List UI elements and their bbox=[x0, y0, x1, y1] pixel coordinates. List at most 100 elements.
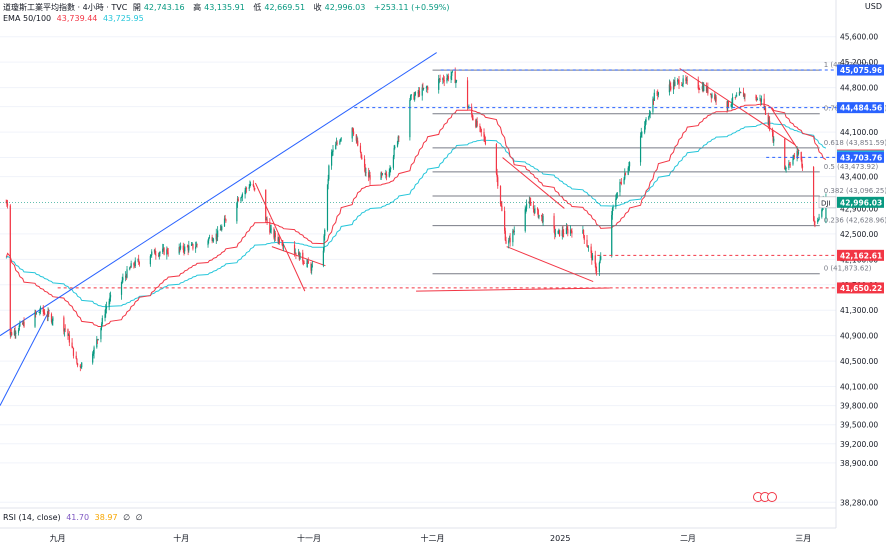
candle-body bbox=[253, 185, 255, 189]
candle-body bbox=[125, 275, 127, 278]
candle-body bbox=[120, 282, 123, 295]
candle-body bbox=[42, 307, 44, 312]
candle-body bbox=[67, 329, 69, 336]
symbol-legend[interactable]: 道瓊斯工業平均指數 · 4小時 · TVC 開 42,743.16 高 43,135… bbox=[3, 3, 450, 12]
candle-body bbox=[739, 91, 741, 93]
candle-body bbox=[455, 80, 458, 82]
economic-event-icon bbox=[767, 492, 777, 502]
candle-body bbox=[245, 188, 248, 189]
candle-body bbox=[154, 249, 156, 255]
candle-body bbox=[184, 246, 186, 252]
candle-body bbox=[236, 203, 238, 222]
candle-body bbox=[244, 190, 246, 194]
candle-body bbox=[657, 92, 660, 95]
candle-body bbox=[76, 363, 79, 366]
candle-body bbox=[562, 230, 564, 234]
candle-body bbox=[133, 263, 135, 266]
candle-body bbox=[150, 255, 152, 257]
candle-body bbox=[138, 262, 140, 265]
price-tag-bg bbox=[837, 64, 884, 76]
candle-body bbox=[211, 237, 213, 241]
candle-body bbox=[63, 328, 66, 332]
candle-body bbox=[133, 265, 136, 267]
candle-body bbox=[479, 125, 481, 128]
candle-body bbox=[281, 242, 283, 245]
price-tag-bg bbox=[837, 249, 884, 261]
candle-body bbox=[788, 163, 790, 169]
candle-body bbox=[71, 342, 73, 348]
candle-body bbox=[355, 134, 357, 141]
candle-body bbox=[681, 85, 683, 87]
change-value: +253.11 (+0.59%) bbox=[373, 3, 450, 12]
candle-body bbox=[23, 321, 25, 327]
ema-legend[interactable]: EMA 50/100 43,739.44 43,725.95 bbox=[3, 14, 147, 23]
candle-body bbox=[93, 347, 95, 354]
candle-body bbox=[427, 87, 429, 90]
candle-body bbox=[760, 98, 762, 102]
price-tick-label: 44,800.00 bbox=[840, 84, 878, 93]
candle-body bbox=[554, 233, 557, 235]
candle-body bbox=[553, 215, 555, 229]
candle-body bbox=[512, 230, 515, 233]
candle-body bbox=[423, 87, 425, 89]
candle-body bbox=[72, 347, 75, 356]
time-axis[interactable]: 九月 十月 十一月 十二月 2025 二月 三月 bbox=[50, 533, 812, 543]
price-tag-label: 43,703.76 bbox=[840, 153, 882, 162]
candle-body bbox=[438, 78, 440, 90]
channel-line bbox=[502, 157, 565, 209]
candle-body bbox=[484, 140, 487, 145]
candle-body bbox=[368, 175, 370, 178]
candle-body bbox=[302, 252, 304, 262]
candle-body bbox=[670, 86, 672, 90]
candle-body bbox=[773, 138, 775, 142]
candle-body bbox=[734, 97, 736, 98]
candle-body bbox=[380, 172, 382, 180]
candle-body bbox=[163, 248, 165, 255]
candle-body bbox=[587, 246, 589, 248]
candle-body bbox=[303, 262, 305, 264]
candle-body bbox=[68, 334, 70, 336]
candle-body bbox=[425, 87, 427, 89]
candle-body bbox=[153, 249, 156, 252]
candle-body bbox=[237, 198, 239, 202]
ema-50-path bbox=[5, 103, 827, 327]
candle-body bbox=[669, 84, 671, 87]
lower-trendline bbox=[0, 309, 50, 406]
rsi-ma-value: 38.97 bbox=[94, 513, 118, 522]
candle-body bbox=[742, 92, 745, 97]
price-tag-bg bbox=[837, 196, 884, 208]
price-tick-label: 39,200.00 bbox=[840, 440, 878, 449]
candle-body bbox=[656, 92, 658, 94]
candle-body bbox=[311, 265, 313, 267]
candle-body bbox=[639, 136, 642, 163]
candle-body bbox=[109, 297, 111, 302]
price-tag-label: 42,996.03 bbox=[840, 198, 882, 207]
candle-body bbox=[357, 140, 359, 146]
candle-body bbox=[159, 252, 161, 254]
candle-body bbox=[744, 94, 746, 97]
candle-body bbox=[763, 98, 765, 109]
candle-body bbox=[188, 245, 190, 251]
ema-50-value: 43,739.44 bbox=[56, 14, 98, 23]
candle-body bbox=[340, 138, 342, 140]
candle-body bbox=[35, 312, 37, 314]
candle-body bbox=[151, 251, 153, 256]
candle-body bbox=[497, 177, 499, 187]
candle-body bbox=[699, 89, 701, 90]
candle-body bbox=[542, 215, 544, 223]
candle-body bbox=[336, 142, 338, 144]
candle-body bbox=[620, 182, 622, 184]
candle-body bbox=[755, 96, 757, 98]
candle-body bbox=[454, 71, 456, 84]
candle-body bbox=[179, 247, 181, 249]
rsi-legend[interactable]: RSI (14, close) 41.70 38.97 ∅ ∅ bbox=[3, 513, 146, 522]
candle-body bbox=[529, 201, 531, 203]
candle-body bbox=[528, 201, 530, 204]
candle-body bbox=[335, 142, 338, 145]
candle-body bbox=[97, 339, 99, 340]
candle-body bbox=[686, 79, 688, 81]
close-value: 42,996.03 bbox=[324, 3, 366, 12]
candle-body bbox=[623, 178, 625, 184]
price-tag-label: 42,162.61 bbox=[840, 251, 882, 260]
